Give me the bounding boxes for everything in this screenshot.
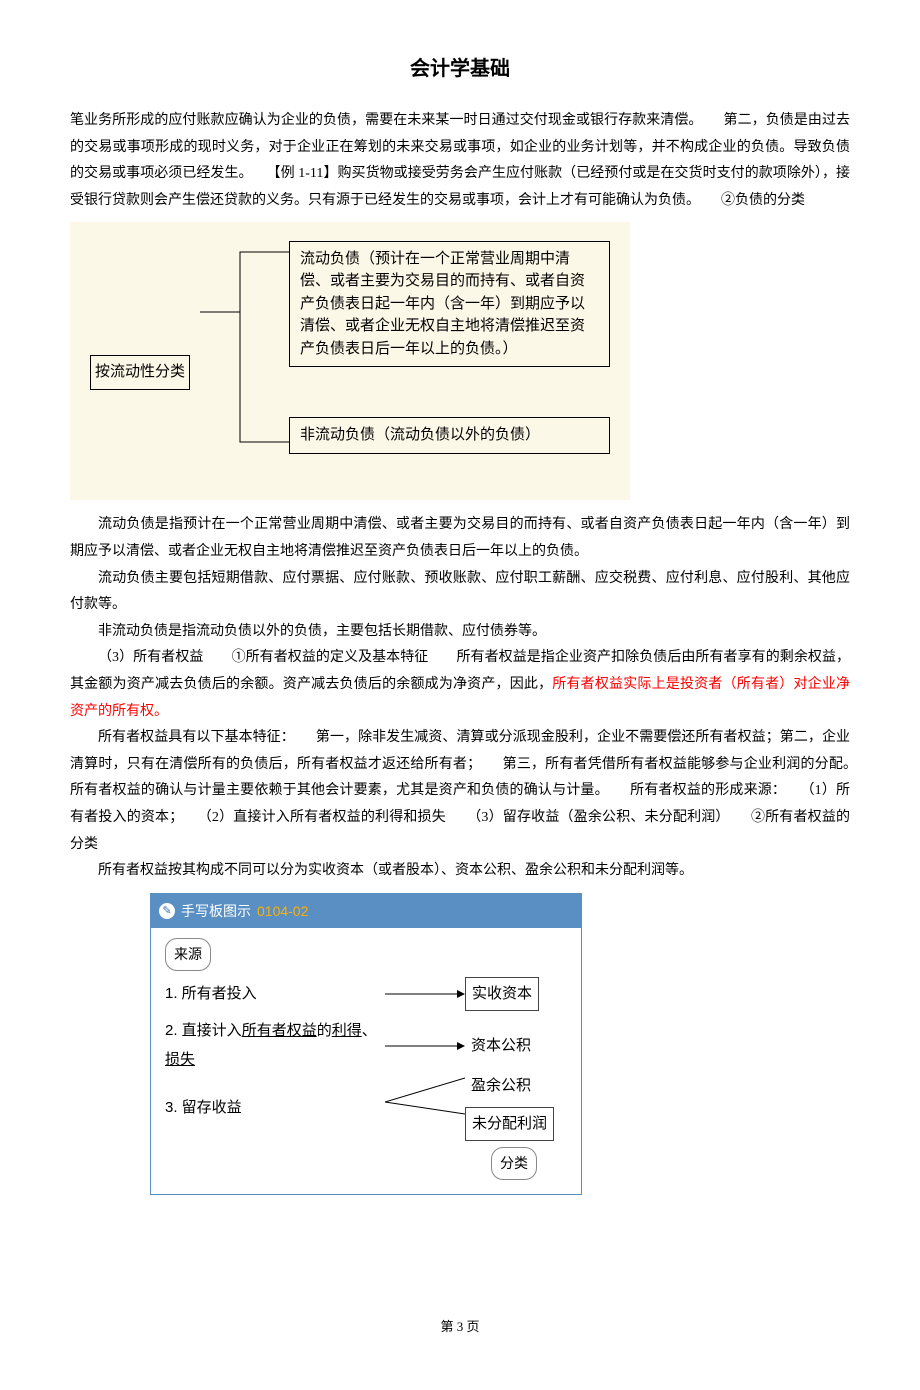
diagram2-row2-right: 资本公积 <box>465 1030 537 1063</box>
page-title: 会计学基础 <box>70 50 850 88</box>
arrow-icon <box>385 986 465 1002</box>
liability-classification-diagram: 按流动性分类 流动负债（预计在一个正常营业周期中清偿、或者主要为交易目的而持有、… <box>70 222 630 500</box>
diagram2-row3-left: 3. 留存收益 <box>165 1080 385 1123</box>
diagram2-source-tag: 来源 <box>165 938 211 971</box>
d2-r2-c: 的 <box>317 1022 332 1039</box>
diagram1-noncurrent-liability-box: 非流动负债（流动负债以外的负债） <box>289 417 610 454</box>
paragraph-5: （3）所有者权益 ①所有者权益的定义及基本特征 所有者权益是指企业资产扣除负债后… <box>70 645 850 725</box>
diagonal-connector <box>385 1070 465 1120</box>
diagram2-header-prefix: 手写板图示 <box>181 898 251 925</box>
paragraph-7: 所有者权益按其构成不同可以分为实收资本（或者股本）、资本公积、盈余公积和未分配利… <box>70 858 850 885</box>
arrow-icon <box>385 1038 465 1054</box>
d2-r2-b: 所有者权益 <box>242 1022 317 1039</box>
d2-r2-e: 、 <box>362 1022 377 1039</box>
diagram1-current-liability-box: 流动负债（预计在一个正常营业周期中清偿、或者主要为交易目的而持有、或者自资产负债… <box>289 241 610 368</box>
diagram2-row1-right: 实收资本 <box>465 977 539 1012</box>
diagram2-header: ✎ 手写板图示 0104-02 <box>151 894 581 929</box>
paragraph-3: 流动负债主要包括短期借款、应付票据、应付账款、预收账款、应付职工薪酬、应交税费、… <box>70 566 850 619</box>
diagram2-row2-left: 2. 直接计入所有者权益的利得、损失 <box>165 1017 385 1074</box>
paragraph-4: 非流动负债是指流动负债以外的负债，主要包括长期借款、应付债券等。 <box>70 619 850 646</box>
paragraph-6: 所有者权益具有以下基本特征： 第一，除非发生减资、清算或分派现金股利，企业不需要… <box>70 725 850 858</box>
diagram2-row3-right: 盈余公积 <box>465 1070 554 1103</box>
diagram2-header-code: 0104-02 <box>257 898 308 925</box>
diagram1-connector <box>200 232 290 462</box>
globe-icon: ✎ <box>159 903 175 919</box>
diagram2-row1-left: 1. 所有者投入 <box>165 980 385 1009</box>
d2-r2-d: 利得 <box>332 1022 362 1039</box>
d2-r2-f: 损失 <box>165 1051 195 1068</box>
equity-source-diagram: ✎ 手写板图示 0104-02 来源 1. 所有者投入 实收资本 2. 直接计入… <box>150 893 582 1195</box>
d2-r2-a: 2. 直接计入 <box>165 1022 242 1039</box>
paragraph-2: 流动负债是指预计在一个正常营业周期中清偿、或者主要为交易目的而持有、或者自资产负… <box>70 512 850 565</box>
diagram1-root-label: 按流动性分类 <box>90 355 190 390</box>
page-footer: 第 3 页 <box>70 1315 850 1340</box>
paragraph-1: 笔业务所形成的应付账款应确认为企业的负债，需要在未来某一时日通过交付现金或银行存… <box>70 108 850 214</box>
diagram2-class-tag: 分类 <box>491 1147 537 1180</box>
diagram2-row4-right: 未分配利润 <box>465 1107 554 1142</box>
